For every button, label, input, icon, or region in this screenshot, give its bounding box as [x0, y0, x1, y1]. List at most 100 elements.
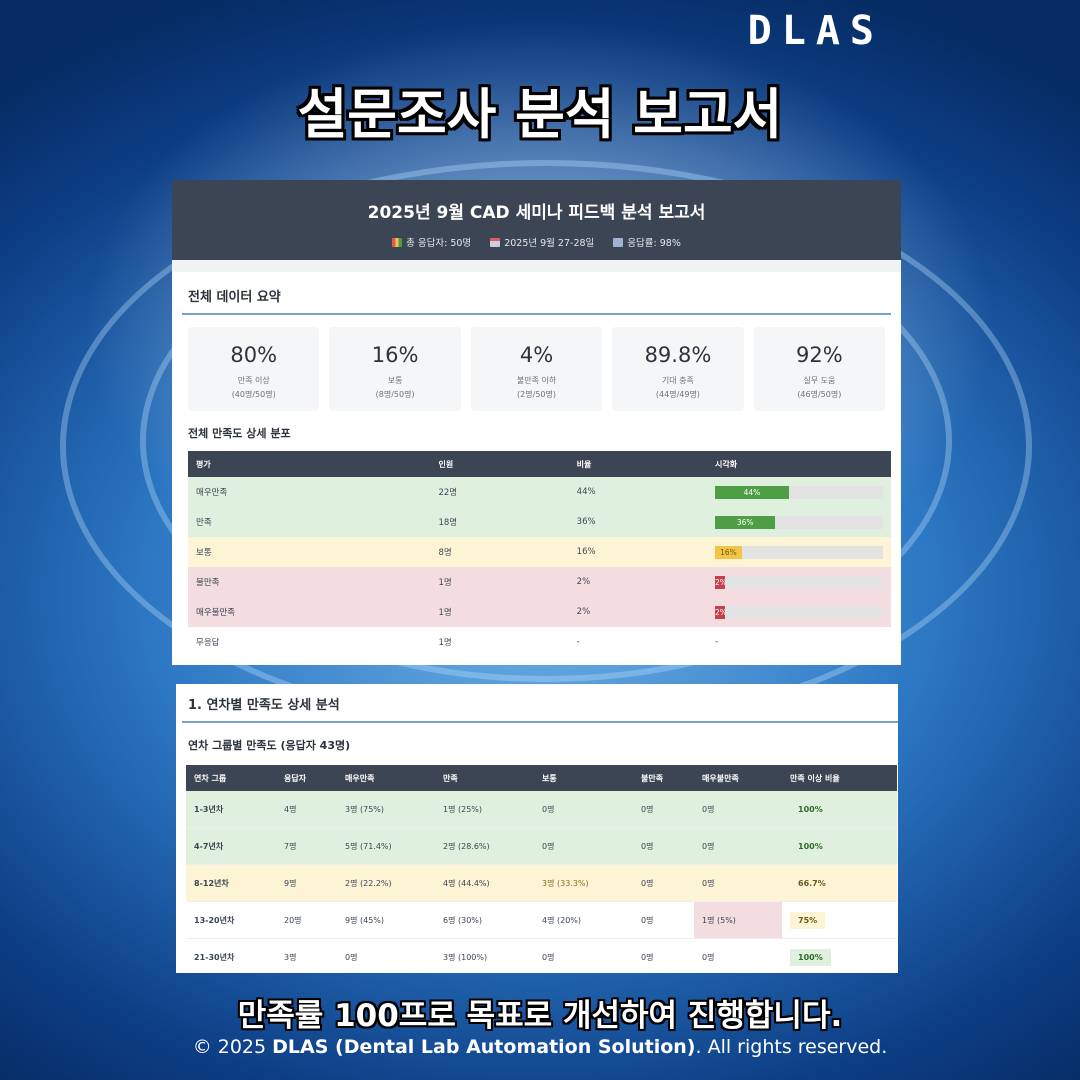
report-title: 2025년 9월 CAD 세미나 피드백 분석 보고서	[367, 203, 706, 223]
neutral-cell: 3명 (33.3%)	[542, 878, 589, 888]
satisfaction-rate-cell: 66.7%	[782, 865, 897, 902]
group-cell: 21-30년차	[194, 952, 235, 962]
section-subheading: 연차 그룹별 만족도 (응답자 43명)	[188, 739, 351, 752]
progress-bar: 2%	[715, 605, 883, 619]
calendar-icon	[490, 238, 501, 247]
satisfaction-rate-cell: 100%	[782, 791, 897, 828]
card-value: 92%	[795, 343, 843, 367]
rate-badge: 100%	[790, 948, 831, 966]
column-header: 매우만족	[337, 765, 435, 791]
summary-card: 16% 보통 (8명/50명)	[329, 327, 461, 411]
table-row: 4-7년차 7명 5명 (71.4%) 2명 (28.6%) 0명 0명 0명 100%	[186, 827, 897, 865]
column-header: 인원	[430, 451, 569, 477]
viz-cell: 44%	[707, 477, 891, 507]
count-cell: 18명	[438, 518, 458, 528]
card-value: 89.8%	[644, 343, 712, 367]
card-sub: (2명/50명)	[517, 390, 556, 399]
summary-card: 4% 불만족 이하 (2명/50명)	[470, 327, 603, 411]
respondents-cell: 20명	[284, 915, 302, 925]
brand-logo: DLAS	[747, 8, 884, 54]
very-satisfied-cell: 5명 (71.4%)	[345, 841, 392, 851]
rating-cell: 보통	[196, 548, 212, 558]
table-header-row: 평가 인원 비율 시각화	[188, 451, 891, 477]
meta-respondents: 총 응답자: 50명	[392, 238, 471, 249]
column-header: 보통	[534, 765, 633, 791]
column-header: 시각화	[707, 451, 891, 477]
table-row: 보통 8명 16% 16%	[188, 537, 891, 567]
group-cell: 1-3년차	[194, 804, 224, 814]
column-header: 불만족	[633, 765, 694, 791]
card-label: 기대 충족	[661, 376, 694, 385]
meta-date: 2025년 9월 27-28일	[490, 238, 594, 249]
card-label: 보통	[387, 376, 403, 385]
report-header: 2025년 9월 CAD 세미나 피드백 분석 보고서 총 응답자: 50명 2…	[172, 180, 901, 260]
card-sub: (40명/50명)	[231, 390, 276, 399]
dissatisfied-cell: 0명	[641, 952, 654, 962]
dissatisfied-cell: 0명	[641, 915, 654, 925]
count-cell: 8명	[438, 548, 452, 558]
progress-bar: 44%	[715, 485, 883, 499]
column-header: 평가	[188, 451, 431, 477]
group-cell: 4-7년차	[194, 841, 224, 851]
respondents-cell: 9명	[284, 878, 297, 888]
card-value: 16%	[371, 343, 419, 367]
count-cell: 22명	[438, 488, 458, 498]
progress-bar: 36%	[715, 515, 883, 529]
meta-response-rate: 응답률: 98%	[613, 238, 681, 249]
card-sub: (8명/50명)	[375, 390, 415, 399]
progress-bar: 16%	[715, 545, 883, 559]
card-sub: (46명/50명)	[797, 390, 842, 399]
satisfied-cell: 6명 (30%)	[443, 915, 483, 925]
card-value: 4%	[519, 343, 554, 367]
column-header: 만족 이상 비율	[782, 765, 897, 791]
column-header: 비율	[568, 451, 707, 477]
very-dissatisfied-cell: 0명	[702, 841, 715, 851]
progress-fill: 2%	[715, 605, 726, 619]
progress-icon	[613, 238, 624, 247]
satisfied-cell: 3명 (100%)	[443, 952, 488, 962]
very-satisfied-cell: 2명 (22.2%)	[345, 878, 392, 888]
table-row: 매우만족 22명 44% 44%	[188, 477, 891, 507]
very-dissatisfied-cell: 1명 (5%)	[694, 901, 782, 939]
rating-cell: 매우불만족	[196, 608, 236, 618]
summary-cards: 80% 만족 이상 (40명/50명) 16% 보통 (8명/50명) 4% 불만족 이하…	[172, 315, 901, 411]
viz-cell: 16%	[707, 537, 891, 567]
satisfaction-rate-cell: 100%	[782, 939, 897, 974]
satisfied-cell: 1명 (25%)	[443, 804, 483, 814]
very-dissatisfied-cell: 0명	[702, 804, 715, 814]
count-cell: 1명	[438, 608, 452, 618]
rate-badge: 66.7%	[790, 874, 834, 892]
ratio-cell: 36%	[576, 517, 596, 527]
report-meta: 총 응답자: 50명 2025년 9월 27-28일 응답률: 98%	[172, 235, 901, 249]
very-dissatisfied-cell: 0명	[702, 878, 715, 888]
tenure-table: 연차 그룹 응답자 매우만족 만족 보통 불만족 매우불만족 만족 이상 비율 …	[186, 765, 897, 973]
card-label: 실무 도움	[803, 376, 836, 385]
neutral-cell: 4명 (20%)	[542, 915, 582, 925]
very-satisfied-cell: 0명	[345, 952, 358, 962]
distribution-heading: 전체 만족도 상세 분포	[188, 427, 291, 440]
summary-card: 80% 만족 이상 (40명/50명)	[188, 327, 320, 411]
report-panel-tenure: 1. 연차별 만족도 상세 분석 연차 그룹별 만족도 (응답자 43명) 연차…	[176, 684, 898, 973]
bar-chart-icon	[392, 238, 403, 247]
table-row: 21-30년차 3명 0명 3명 (100%) 0명 0명 0명 100%	[186, 938, 897, 974]
respondents-cell: 3명	[284, 952, 297, 962]
rate-badge: 100%	[790, 837, 831, 855]
rate-badge: 100%	[790, 800, 831, 818]
table-row: 8-12년차 9명 2명 (22.2%) 4명 (44.4%) 3명 (33.3%) 0명…	[186, 864, 897, 902]
table-row: 매우불만족 1명 2% 2%	[188, 597, 891, 627]
dissatisfied-cell: 0명	[641, 804, 654, 814]
satisfaction-rate-cell: 100%	[782, 828, 897, 865]
bottom-message: 만족률 100프로 목표로 개선하여 진행합니다.	[237, 998, 843, 1034]
progress-fill: 16%	[715, 545, 742, 559]
column-header: 연차 그룹	[186, 765, 276, 791]
ratio-cell: -	[576, 637, 580, 647]
rate-badge: 75%	[790, 911, 826, 929]
card-value: 80%	[230, 343, 278, 367]
report-panel-summary: 2025년 9월 CAD 세미나 피드백 분석 보고서 총 응답자: 50명 2…	[172, 180, 901, 665]
section-heading: 1. 연차별 만족도 상세 분석	[182, 684, 898, 723]
rating-cell: 만족	[196, 518, 212, 528]
table-row: 무응답 1명 - -	[188, 627, 891, 657]
viz-cell: -	[715, 637, 719, 647]
neutral-cell: 0명	[542, 804, 555, 814]
table-header-row: 연차 그룹 응답자 매우만족 만족 보통 불만족 매우불만족 만족 이상 비율	[186, 765, 897, 791]
